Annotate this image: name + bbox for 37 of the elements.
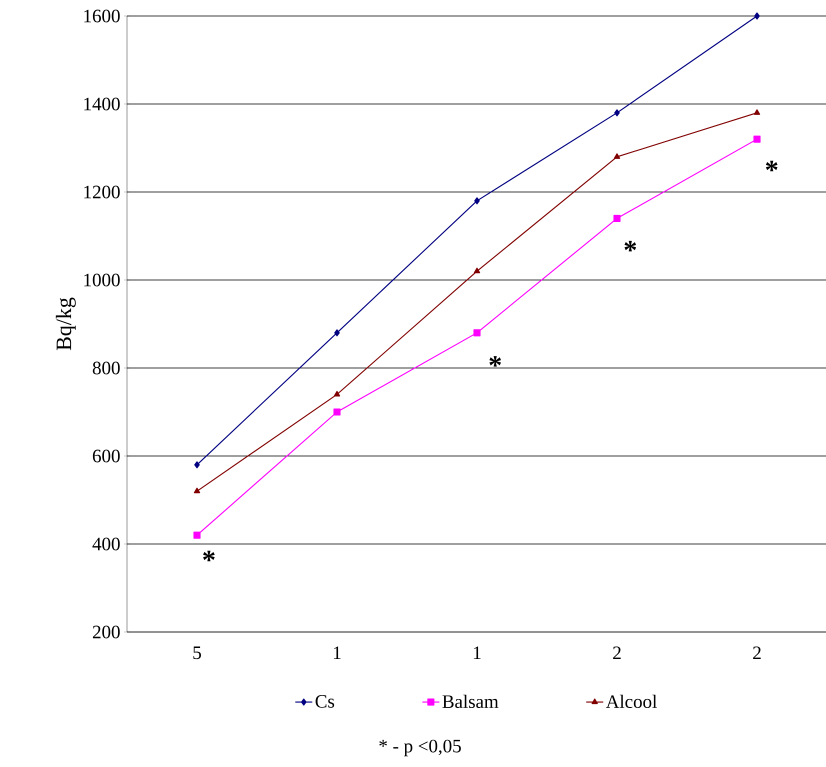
point [474, 197, 480, 204]
y-tick-label: 400 [92, 538, 120, 550]
point [334, 329, 340, 336]
point [194, 488, 200, 494]
point [753, 136, 761, 143]
point [613, 214, 621, 222]
x-tick-label: 5 [193, 646, 201, 660]
x-tick-label: 2 [613, 646, 621, 660]
y-tick-label: 1000 [84, 274, 120, 286]
text: * - p <0,05 [379, 740, 461, 756]
x-tick-label: 1 [334, 646, 341, 660]
point [614, 109, 620, 116]
point [614, 153, 620, 159]
annotation: * [624, 240, 636, 252]
point [473, 329, 481, 336]
annotation: * [489, 356, 502, 367]
point [474, 268, 480, 274]
annotation: * [203, 550, 215, 562]
x-tick-label: 1 [474, 646, 481, 660]
y-tick-label: 1200 [84, 186, 120, 198]
x-tick-label: 2 [753, 646, 761, 660]
y-tick-label: 800 [92, 362, 120, 374]
point [193, 532, 201, 539]
y-tick-label: 200 [92, 626, 120, 638]
legend-label: Balsam [442, 694, 498, 708]
point [194, 461, 200, 468]
annotation: * [766, 160, 778, 172]
point [754, 12, 760, 20]
point [333, 408, 341, 416]
point [754, 109, 760, 115]
y-tick-label: 1400 [84, 98, 120, 110]
y-tick-label: 600 [92, 450, 120, 462]
y-axis-title: Bq/kg [56, 298, 76, 350]
legend-label: Cs [316, 695, 334, 708]
y-tick-label: 1600 [84, 10, 120, 22]
point [334, 390, 340, 396]
legend-label: Alcool [606, 694, 657, 708]
